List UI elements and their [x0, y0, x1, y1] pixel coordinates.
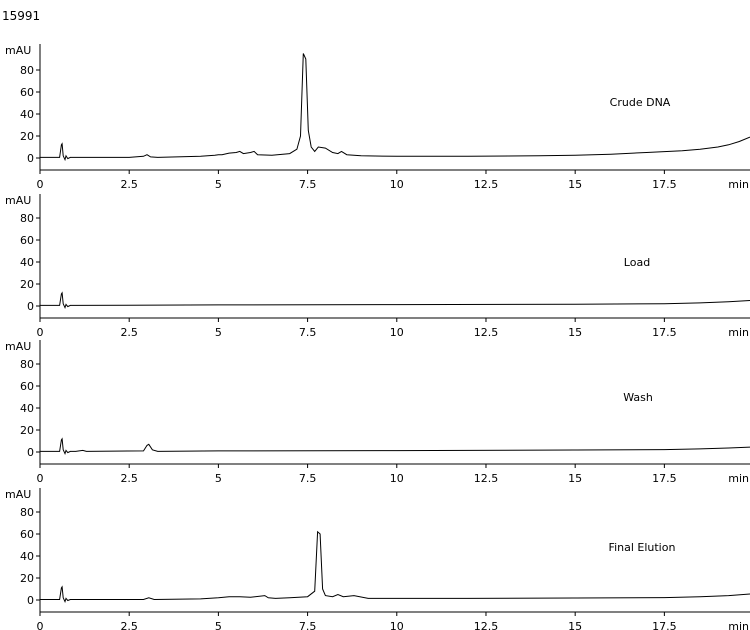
x-tick-label: 10: [390, 326, 404, 339]
y-tick-label: 80: [20, 358, 34, 371]
x-tick-label: 7.5: [299, 326, 317, 339]
x-tick-label: 15: [568, 326, 582, 339]
y-tick-label: 80: [20, 506, 34, 519]
chromatogram-trace: [40, 437, 750, 455]
y-tick-label: 60: [20, 234, 34, 247]
x-axis-label: min: [728, 326, 749, 339]
y-axis-label: mAU: [5, 488, 31, 501]
y-tick-label: 0: [27, 300, 34, 313]
x-tick-label: 10: [390, 472, 404, 485]
y-tick-label: 0: [27, 594, 34, 607]
x-tick-label: 12.5: [474, 178, 499, 191]
x-tick-label: 12.5: [474, 472, 499, 485]
y-tick-label: 80: [20, 64, 34, 77]
x-tick-label: 12.5: [474, 326, 499, 339]
x-tick-label: 0: [37, 326, 44, 339]
y-axis-label: mAU: [5, 194, 31, 207]
y-tick-label: 60: [20, 86, 34, 99]
panel-title: Load: [624, 256, 650, 269]
y-tick-label: 20: [20, 424, 34, 437]
x-axis-label: min: [728, 178, 749, 191]
y-tick-label: 60: [20, 528, 34, 541]
x-tick-label: 15: [568, 472, 582, 485]
x-tick-label: 5: [215, 178, 222, 191]
y-tick-label: 20: [20, 572, 34, 585]
x-tick-label: 5: [215, 620, 222, 630]
x-tick-label: 10: [390, 620, 404, 630]
x-tick-label: 7.5: [299, 472, 317, 485]
x-tick-label: 2.5: [120, 326, 138, 339]
x-tick-label: 2.5: [120, 620, 138, 630]
x-tick-label: 15: [568, 178, 582, 191]
panel-title: Final Elution: [609, 541, 676, 554]
figure-id-label: 15991: [2, 9, 41, 23]
y-tick-label: 40: [20, 108, 34, 121]
x-tick-label: 0: [37, 178, 44, 191]
x-tick-label: 7.5: [299, 620, 317, 630]
x-tick-label: 17.5: [652, 620, 677, 630]
chromatogram-trace: [40, 53, 750, 162]
x-tick-label: 5: [215, 326, 222, 339]
chromatogram-trace: [40, 291, 750, 309]
x-tick-label: 12.5: [474, 620, 499, 630]
x-tick-label: 17.5: [652, 178, 677, 191]
chromatogram-trace: [40, 530, 750, 603]
x-tick-label: 2.5: [120, 178, 138, 191]
x-tick-label: 17.5: [652, 326, 677, 339]
x-tick-label: 5: [215, 472, 222, 485]
y-axis-label: mAU: [5, 44, 31, 57]
y-tick-label: 60: [20, 380, 34, 393]
panel-title: Crude DNA: [610, 96, 671, 109]
x-tick-label: 0: [37, 620, 44, 630]
x-tick-label: 0: [37, 472, 44, 485]
y-tick-label: 20: [20, 278, 34, 291]
x-tick-label: 2.5: [120, 472, 138, 485]
y-tick-label: 40: [20, 256, 34, 269]
x-axis-label: min: [728, 620, 749, 630]
panel-title: Wash: [623, 391, 653, 404]
y-tick-label: 0: [27, 152, 34, 165]
y-tick-label: 40: [20, 550, 34, 563]
y-tick-label: 40: [20, 402, 34, 415]
x-tick-label: 7.5: [299, 178, 317, 191]
x-tick-label: 17.5: [652, 472, 677, 485]
y-tick-label: 0: [27, 446, 34, 459]
x-tick-label: 15: [568, 620, 582, 630]
x-axis-label: min: [728, 472, 749, 485]
y-axis-label: mAU: [5, 340, 31, 353]
y-tick-label: 80: [20, 212, 34, 225]
y-tick-label: 20: [20, 130, 34, 143]
x-tick-label: 10: [390, 178, 404, 191]
